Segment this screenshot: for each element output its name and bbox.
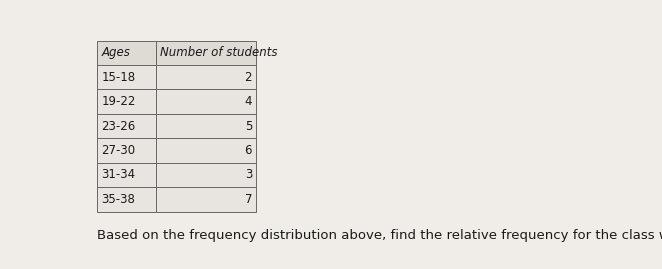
Text: 2: 2 <box>244 71 252 84</box>
Bar <box>97 163 156 187</box>
Text: Number of students: Number of students <box>160 46 278 59</box>
Text: 4: 4 <box>244 95 252 108</box>
Text: 19-22: 19-22 <box>101 95 136 108</box>
Bar <box>156 41 256 65</box>
Text: Based on the frequency distribution above, find the relative frequency for the c: Based on the frequency distribution abov… <box>97 229 662 242</box>
Bar <box>156 65 256 90</box>
Text: 5: 5 <box>245 120 252 133</box>
Bar <box>97 138 156 163</box>
Text: 27-30: 27-30 <box>101 144 135 157</box>
Text: Ages: Ages <box>101 46 130 59</box>
Bar <box>97 90 156 114</box>
Text: 7: 7 <box>244 193 252 206</box>
Bar <box>156 114 256 138</box>
Bar <box>156 138 256 163</box>
Text: 6: 6 <box>244 144 252 157</box>
Bar <box>156 187 256 212</box>
Text: 35-38: 35-38 <box>101 193 135 206</box>
Text: 31-34: 31-34 <box>101 168 135 182</box>
Bar <box>156 90 256 114</box>
Bar <box>97 187 156 212</box>
Text: 3: 3 <box>245 168 252 182</box>
Text: 15-18: 15-18 <box>101 71 135 84</box>
Bar <box>97 114 156 138</box>
Text: 23-26: 23-26 <box>101 120 136 133</box>
Bar <box>156 163 256 187</box>
Bar <box>97 41 156 65</box>
Bar <box>97 65 156 90</box>
